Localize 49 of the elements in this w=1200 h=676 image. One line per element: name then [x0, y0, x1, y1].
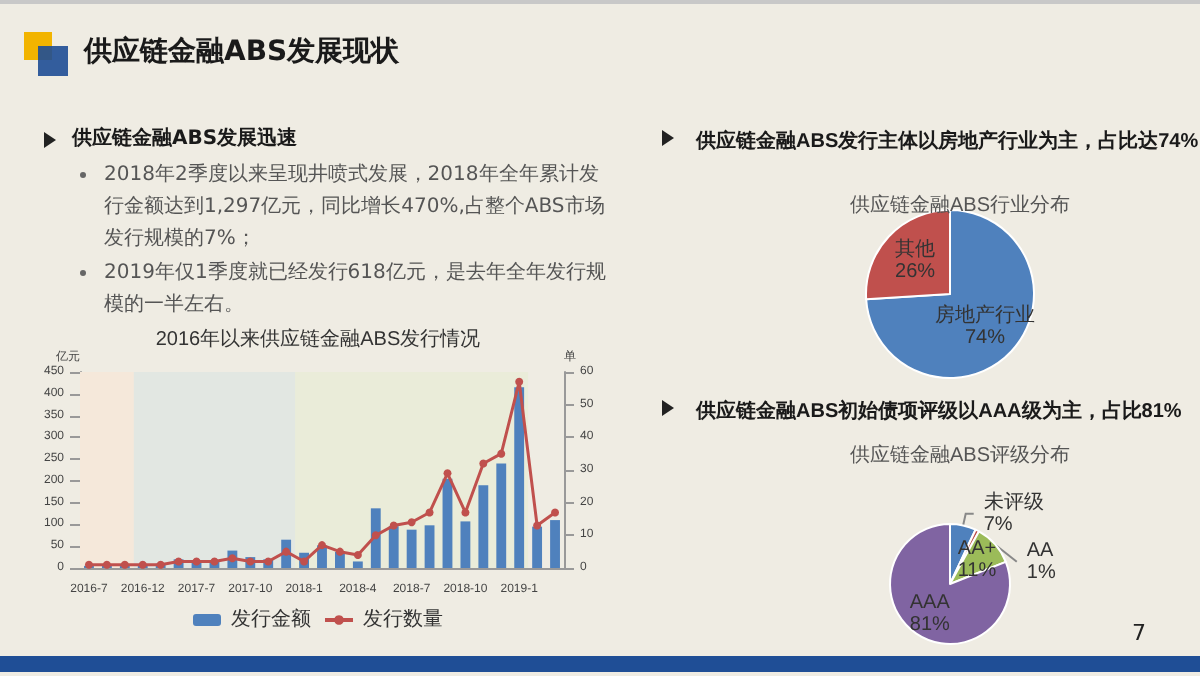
point: [515, 377, 524, 386]
chart-title: 供应链金融ABS初始债项评级以AAA级为主，占比81%: [694, 399, 1182, 423]
data-label: 1%: [1026, 561, 1056, 584]
bar: [478, 485, 489, 568]
point: [84, 560, 93, 569]
text: 供应链金融ABS发展迅速: [72, 124, 298, 152]
bar: [460, 521, 471, 568]
point: [120, 560, 129, 569]
slice-label: 未评级: [983, 489, 1044, 514]
point: [102, 560, 111, 569]
point: [551, 508, 560, 517]
point: [461, 508, 470, 517]
data-label: 26%: [894, 261, 936, 284]
point: [479, 459, 488, 468]
point: [353, 550, 362, 559]
chart-subtitle: 供应链金融ABS行业分布: [849, 193, 1071, 217]
slice-label: 其他: [895, 237, 936, 262]
slice-label: AAA: [909, 591, 951, 614]
point: [138, 560, 147, 569]
text: 2018年2季度以来呈现井喷式发展，2018年全年累计发行金额达到1,297亿元，同比增长470%,占整个ABS市场发行规模的7%；: [104, 161, 607, 254]
chart-subtitle: 供应链金融ABS评级分布: [849, 443, 1071, 467]
bar: [424, 525, 435, 568]
bar: [532, 526, 543, 568]
data-label: 7%: [983, 513, 1013, 536]
text: 2019年仅1季度就已经发行618亿元，是去年全年发行规模的一半左右。: [104, 259, 608, 320]
point: [497, 449, 506, 458]
chart-title: 供应链金融ABS发行主体以房地产行业为主，占比达74%: [694, 129, 1199, 153]
bar: [550, 520, 560, 568]
point: [443, 469, 452, 478]
point: [318, 541, 326, 550]
text: 7: [1132, 620, 1146, 646]
slice-label: AA: [1026, 539, 1055, 562]
data-label: 81%: [909, 613, 950, 636]
bar: [406, 529, 417, 568]
point: [389, 521, 398, 530]
point: [371, 531, 380, 540]
point: [533, 521, 542, 530]
chart-title: 2016年以来供应链金融ABS发行情况: [155, 327, 481, 351]
bar: [496, 463, 507, 568]
point: [335, 547, 344, 556]
bar: [514, 387, 525, 568]
bar: [352, 561, 363, 568]
point: [407, 518, 416, 527]
bar: [388, 526, 399, 568]
text: 供应链金融ABS发展现状: [84, 34, 400, 70]
point: [425, 508, 434, 517]
data-label: 74%: [964, 326, 1006, 349]
legend-label: 发行金额: [231, 607, 311, 631]
legend-label: 发行数量: [363, 609, 443, 631]
